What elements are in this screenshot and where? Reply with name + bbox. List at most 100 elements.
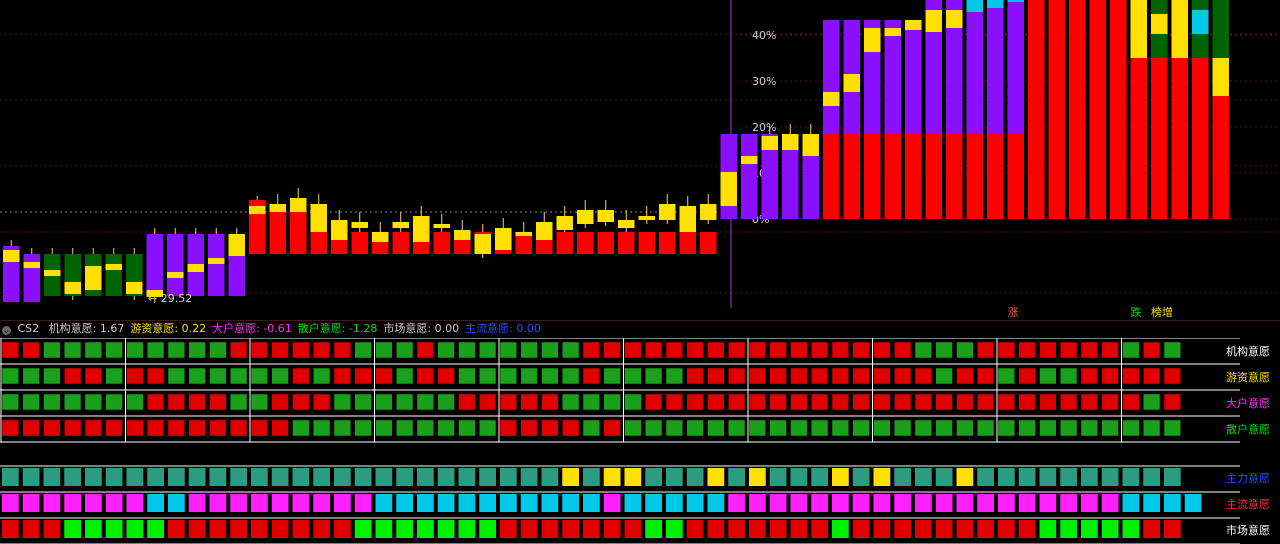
candle-body	[925, 10, 942, 32]
candle-block	[1110, 0, 1127, 219]
signal-cell	[728, 494, 745, 512]
signal-cell	[188, 494, 206, 512]
candle-body	[474, 234, 491, 254]
candle-body	[679, 206, 696, 232]
grid-cell	[1060, 367, 1078, 385]
grid-cell	[396, 419, 414, 437]
grid-cell	[375, 341, 393, 359]
grid-cell	[914, 367, 932, 385]
grid-cell	[790, 367, 808, 385]
signal-cell	[230, 494, 247, 512]
signal-cell	[749, 520, 766, 538]
signal-cell	[417, 494, 434, 512]
grid-cell	[603, 419, 621, 437]
signal-cell	[686, 520, 704, 538]
signal-cell	[873, 494, 891, 512]
grid-cell	[499, 393, 517, 411]
grid-cell	[147, 393, 165, 411]
grid-cell	[894, 393, 912, 411]
grid-cell	[416, 341, 434, 359]
signal-cell	[375, 468, 393, 486]
grid-cell	[831, 367, 849, 385]
signal-cell	[915, 520, 932, 538]
grid-cell	[1018, 367, 1036, 385]
grid-cell	[582, 341, 600, 359]
candle-body	[372, 232, 389, 242]
grid-cell	[22, 419, 40, 437]
candle-body	[700, 204, 717, 220]
signal-cell	[1143, 520, 1160, 538]
signal-cell	[313, 520, 330, 538]
signal-cell	[666, 520, 683, 538]
indicator-name: CS2	[17, 322, 40, 335]
signal-row-label: 主力意愿	[1226, 471, 1270, 485]
signal-cell	[313, 468, 330, 486]
signal-cell	[500, 520, 517, 538]
grid-cell	[250, 419, 268, 437]
signal-label: 涨	[1008, 306, 1019, 318]
signal-cell	[1164, 468, 1181, 486]
candle-block	[597, 232, 614, 254]
candle-body	[946, 10, 963, 28]
grid-cell	[852, 367, 870, 385]
grid-cell	[416, 419, 434, 437]
grid-cell	[354, 367, 372, 385]
grid-cell	[686, 393, 704, 411]
grid-cell	[1080, 367, 1098, 385]
signal-cell	[583, 494, 600, 512]
grid-cell	[105, 419, 123, 437]
candle-body	[23, 262, 40, 268]
signal-cell	[251, 494, 268, 512]
grid-cell	[1122, 341, 1140, 359]
candle-body	[638, 216, 655, 220]
grid-cell	[520, 419, 538, 437]
signal-cell	[251, 520, 268, 538]
signal-cell	[147, 520, 164, 538]
signal-cell	[43, 520, 61, 538]
candle-body	[187, 264, 204, 272]
grid-cell	[230, 393, 248, 411]
candle-lower	[946, 134, 963, 219]
signal-cell	[790, 494, 808, 512]
candle-body	[536, 222, 553, 240]
candle-block	[700, 232, 717, 254]
signal-cell	[811, 494, 828, 512]
candle-block	[741, 134, 758, 219]
collapse-icon[interactable]: ⌄	[2, 326, 11, 335]
signal-cell	[1164, 494, 1181, 512]
grid-cell	[728, 341, 746, 359]
grid-cell	[977, 367, 995, 385]
signal-cell	[230, 468, 247, 486]
candle-block	[1089, 0, 1106, 219]
grid-cell	[831, 393, 849, 411]
signal-cell	[271, 520, 289, 538]
grid-cell	[603, 393, 621, 411]
signal-cell	[1101, 520, 1119, 538]
signal-cell	[500, 494, 517, 512]
signal-cell	[209, 494, 227, 512]
signal-cell	[147, 468, 164, 486]
candle-body	[802, 134, 819, 156]
signal-cell	[956, 494, 974, 512]
signal-cell	[2, 468, 19, 486]
candle-block	[577, 232, 594, 254]
candle-body	[64, 282, 81, 294]
grid-cell	[188, 393, 206, 411]
grid-cell	[1143, 341, 1161, 359]
grid-row-label: 大户意愿	[1226, 396, 1270, 410]
grid-cell	[665, 341, 683, 359]
grid-cell	[977, 419, 995, 437]
signal-cell	[873, 468, 891, 486]
grid-cell	[1080, 341, 1098, 359]
grid-cell	[43, 341, 61, 359]
signal-cell	[188, 468, 206, 486]
candle-block	[269, 205, 286, 254]
signal-cell	[1122, 494, 1140, 512]
candle-body	[454, 230, 471, 240]
signal-cell	[624, 520, 642, 538]
grid-cell	[665, 419, 683, 437]
candle-body	[864, 28, 881, 52]
grid-cell	[416, 367, 434, 385]
